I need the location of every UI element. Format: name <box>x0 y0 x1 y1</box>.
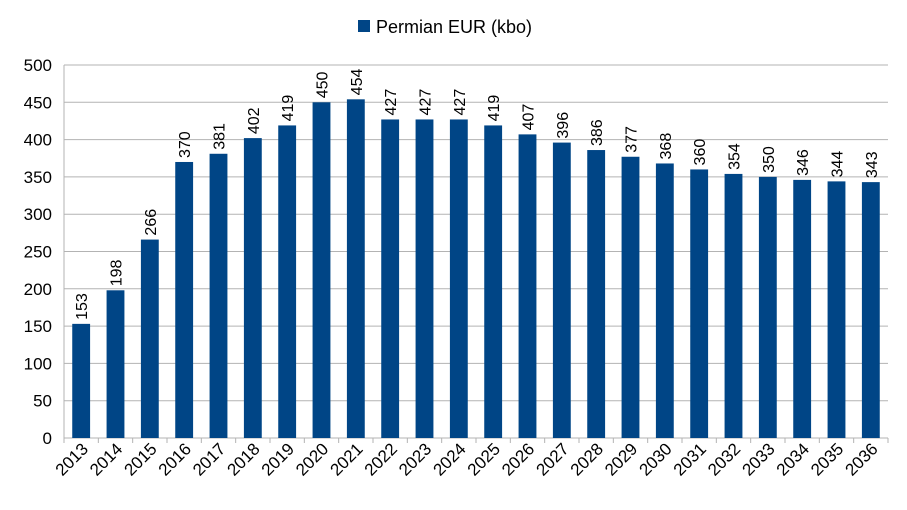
y-tick-label: 200 <box>24 280 52 299</box>
bar <box>484 125 503 439</box>
y-tick-label: 500 <box>24 56 52 75</box>
gridlines <box>63 64 888 439</box>
x-tick-label: 2015 <box>120 439 160 479</box>
bar <box>655 163 674 439</box>
x-tick-label: 2019 <box>258 439 298 479</box>
data-label: 354 <box>727 143 744 170</box>
bar <box>518 134 537 439</box>
bar <box>758 176 777 438</box>
x-tick-label: 2024 <box>429 439 469 479</box>
data-label: 350 <box>761 146 778 173</box>
bar <box>381 119 400 438</box>
bar <box>552 142 571 439</box>
x-tick-label: 2035 <box>807 439 847 479</box>
data-label: 419 <box>280 95 297 122</box>
x-tick-label: 2016 <box>155 439 195 479</box>
data-label: 402 <box>246 107 263 134</box>
y-tick-label: 350 <box>24 168 52 187</box>
x-tick-label: 2027 <box>532 439 572 479</box>
x-tick-label: 2034 <box>773 439 813 479</box>
x-tick-label: 2026 <box>498 439 538 479</box>
data-label: 396 <box>555 112 572 139</box>
y-tick-label: 50 <box>33 392 52 411</box>
x-tick-label: 2029 <box>601 439 641 479</box>
x-tick-label: 2028 <box>567 439 607 479</box>
bars <box>72 99 880 439</box>
bar <box>587 150 606 438</box>
data-label: 343 <box>864 151 881 178</box>
x-tick-label: 2021 <box>326 439 366 479</box>
data-label: 370 <box>177 131 194 158</box>
x-tick-label: 2036 <box>841 439 881 479</box>
data-label: 419 <box>486 95 503 122</box>
data-label: 346 <box>795 149 812 176</box>
x-tick-label: 2014 <box>86 439 126 479</box>
bar <box>140 239 159 438</box>
y-tick-label: 400 <box>24 131 52 150</box>
bar <box>621 156 640 438</box>
data-label: 427 <box>383 89 400 116</box>
legend-label: Permian EUR (kbo) <box>376 17 532 37</box>
bar <box>278 125 297 439</box>
y-axis: 0 50 100 150 200 250 300 350 400 450 500 <box>24 56 52 448</box>
data-label: 386 <box>589 119 606 146</box>
y-tick-label: 0 <box>43 429 52 448</box>
data-label: 407 <box>521 104 538 131</box>
data-label: 198 <box>109 259 126 286</box>
x-tick-label: 2031 <box>670 439 710 479</box>
legend: Permian EUR (kbo) <box>358 17 532 37</box>
x-tick-label: 2020 <box>292 439 332 479</box>
y-tick-label: 450 <box>24 93 52 112</box>
bar <box>175 161 194 439</box>
data-label: 454 <box>349 69 366 96</box>
y-tick-label: 100 <box>24 354 52 373</box>
bar <box>861 182 880 438</box>
x-axis: 2013201420152016201720182019202020212022… <box>52 438 889 480</box>
x-tick-label: 2013 <box>52 439 92 479</box>
x-tick-label: 2023 <box>395 439 435 479</box>
data-label: 266 <box>143 209 160 236</box>
data-label: 153 <box>74 293 91 320</box>
bar <box>793 179 812 438</box>
x-tick-label: 2030 <box>635 439 675 479</box>
x-tick-label: 2025 <box>464 439 504 479</box>
x-tick-label: 2017 <box>189 439 229 479</box>
data-label: 360 <box>692 139 709 166</box>
x-tick-label: 2018 <box>223 439 263 479</box>
data-label: 377 <box>624 126 641 153</box>
y-tick-label: 150 <box>24 317 52 336</box>
bar <box>724 173 743 438</box>
y-tick-label: 300 <box>24 205 52 224</box>
data-label: 427 <box>418 89 435 116</box>
data-label: 427 <box>452 89 469 116</box>
x-tick-label: 2032 <box>704 439 744 479</box>
legend-swatch <box>358 20 370 32</box>
bar <box>209 153 228 439</box>
bar <box>346 99 365 438</box>
bar <box>106 290 125 438</box>
data-label: 368 <box>658 133 675 160</box>
data-labels: 153 198 266 370 381 402 419 450 454 427 427 427 419 4… <box>74 69 881 320</box>
x-tick-label: 2033 <box>738 439 778 479</box>
data-label: 381 <box>212 123 229 150</box>
data-label: 450 <box>315 72 332 99</box>
bar <box>243 138 262 438</box>
bar <box>827 181 846 438</box>
data-label: 344 <box>830 151 847 178</box>
bar <box>690 169 709 438</box>
bar <box>415 119 434 438</box>
x-tick-label: 2022 <box>361 439 401 479</box>
bar <box>72 323 91 438</box>
bar <box>449 119 468 438</box>
bar <box>312 102 331 439</box>
y-tick-label: 250 <box>24 243 52 262</box>
